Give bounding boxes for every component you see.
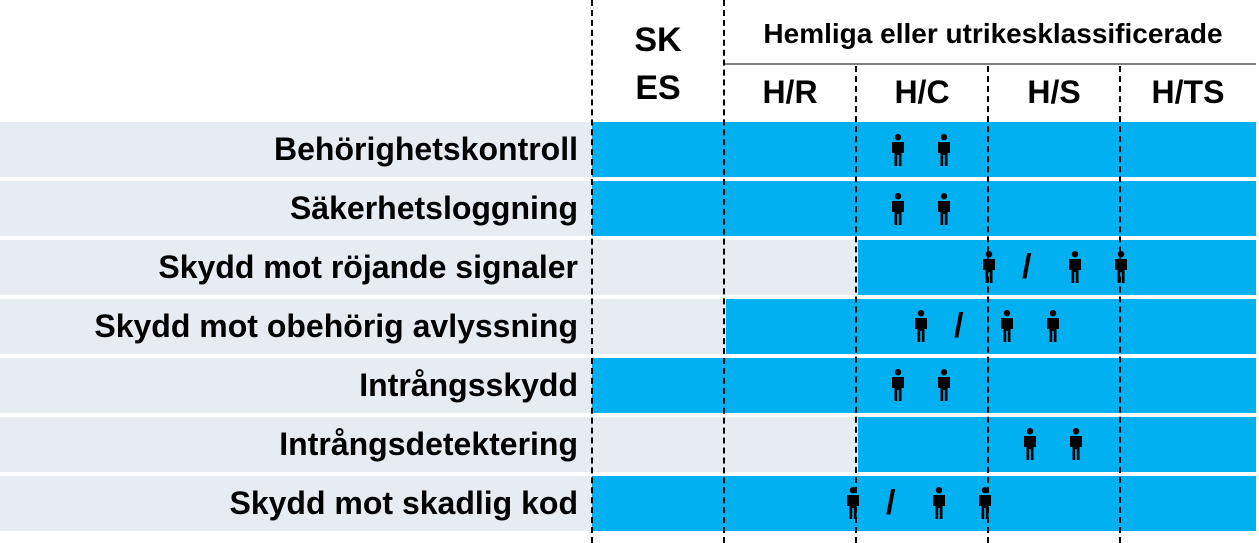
person-icon [846,487,860,519]
coverage-bar [592,122,1256,177]
person-icon [1068,251,1082,283]
row-label: Intrångsskydd [359,367,578,403]
slash-separator: / [886,484,896,522]
coverage-bar [858,240,1256,295]
column-divider-hs-hts [1119,66,1121,543]
coverage-bar [592,358,1256,413]
slash-separator: / [954,307,964,345]
coverage-bar [592,181,1256,236]
row-label: Skydd mot röjande signaler [158,249,578,285]
person-icon [1069,428,1083,460]
person-icon [891,369,905,401]
person-icon [1114,251,1128,283]
column-divider-hr-hc [855,66,857,543]
person-icon [1046,310,1060,342]
person-icon [937,134,951,166]
header-level-hts: H/TS [1151,73,1225,110]
header-divider [724,63,1256,65]
header-level-hs: H/S [1027,73,1081,110]
header-group-title: Hemliga eller utrikesklassificerade [763,18,1223,49]
header-skes-line1: SK [634,20,682,59]
slash-separator: / [1022,248,1032,286]
person-icon [937,369,951,401]
person-icon [914,310,928,342]
header-skes-line2: ES [635,68,681,107]
row-label: Intrångsdetektering [279,426,578,462]
person-icon [978,487,992,519]
column-divider-hc-hs [987,66,989,543]
coverage-bar [858,417,1256,472]
header-level-hc: H/C [894,73,950,110]
person-icon [891,193,905,225]
person-icon [982,251,996,283]
row-label: Behörighetskontroll [273,131,578,167]
person-icon [1023,428,1037,460]
column-divider-skes [591,0,593,543]
row-label: Säkerhetsloggning [289,190,578,226]
row-label: Skydd mot obehörig avlyssning [94,308,578,344]
person-icon [891,134,905,166]
person-icon [1000,310,1014,342]
header-level-hr: H/R [762,73,818,110]
row-label: Skydd mot skadlig kod [229,485,578,521]
column-divider-group [723,0,725,543]
person-icon [937,193,951,225]
coverage-bar [592,476,1256,531]
person-icon [932,487,946,519]
coverage-bar [726,299,1256,354]
